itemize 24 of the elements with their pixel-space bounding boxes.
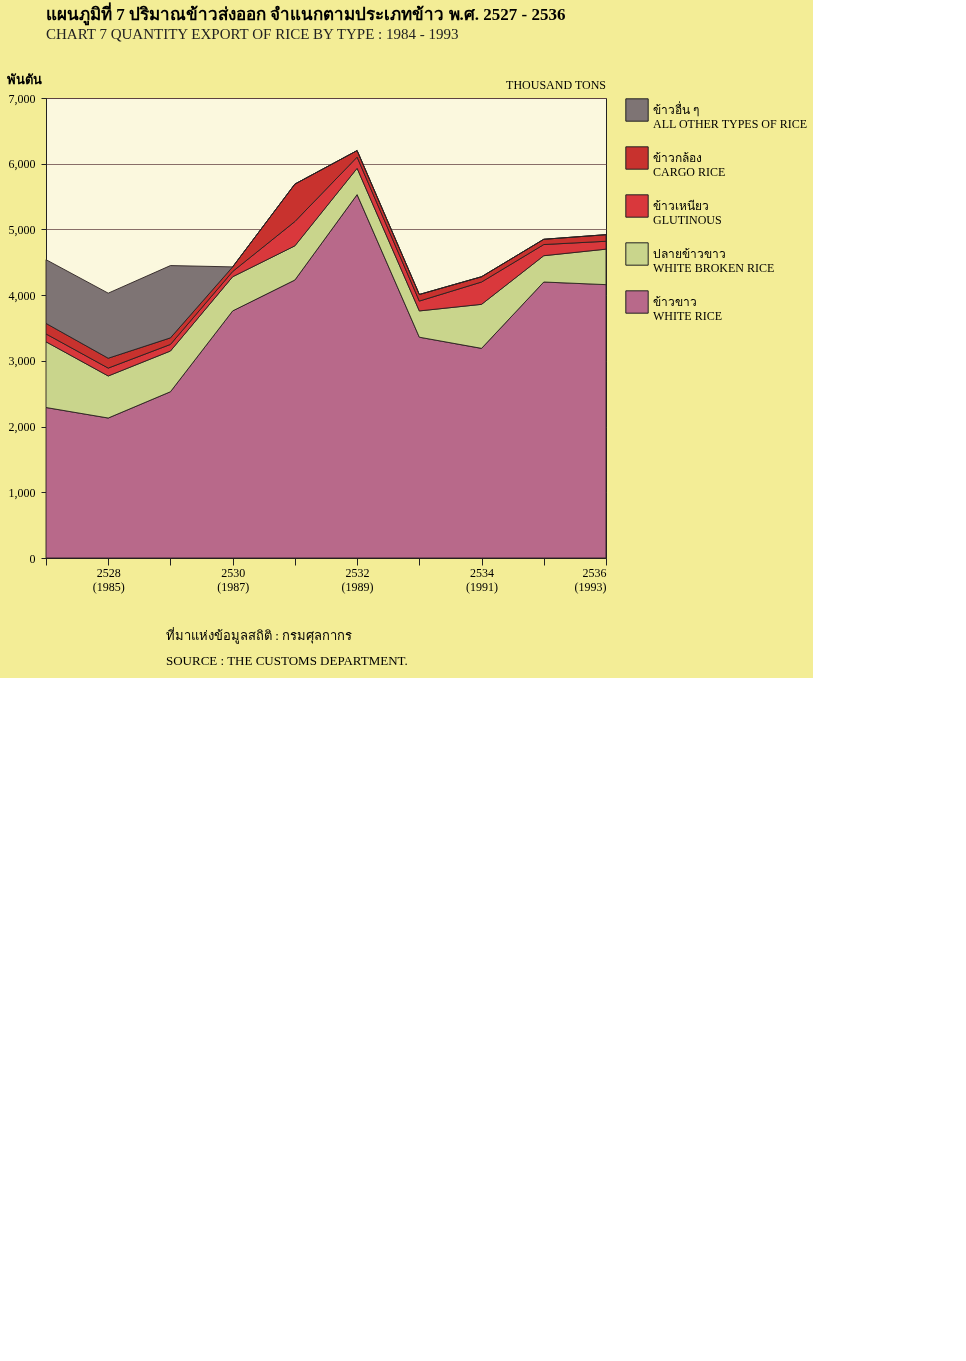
legend-label: ข้าวกล้อง CARGO RICE [653,151,726,179]
x-tick-label: 2530 (1987) [217,565,250,594]
text: ที่มาแห่งข้อมูลสถิติ : กรมศุลกากร [166,626,353,644]
y-tick-label: 6,000 [8,157,36,172]
x-tick-label: 2534 (1991) [466,565,499,594]
legend-label: ปลายข้าวขาว WHITE BROKEN RICE [653,247,775,275]
y-tick-label: 0 [29,551,36,566]
y-tick-label: 7,000 [8,91,36,106]
y-tick-label: 1,000 [8,485,36,500]
y-tick-label: 4,000 [8,288,36,303]
legend-label: ข้าวเหนียว GLUTINOUS [653,199,722,227]
y-tick-label: 2,000 [8,420,36,435]
chart-title: แผนภูมิที่ 7 ปริมาณข้าวส่งออก จำแนกตามประเภทข้าว พ.ศ. 2527 - 2536 [46,2,566,26]
source-note: SOURCE : THE CUSTOMS DEPARTMENT. [166,652,408,668]
text: THOUSAND TONS [506,78,606,92]
legend-label: ข้าวขาว WHITE RICE [653,295,722,323]
y-axis-title: พันตัน [6,71,42,87]
y-tick-label: 3,000 [8,354,36,369]
x-tick-label: 2536 (1993) [574,565,607,594]
y-tick-label: 5,000 [8,222,36,237]
legend-label: ข้าวอื่น ๆ ALL OTHER TYPES OF RICE [653,101,808,131]
chart-subtitle: CHART 7 QUANTITY EXPORT OF RICE BY TYPE : 1984 - 1993 [46,26,459,42]
x-tick-label: 2532 (1989) [341,565,374,594]
x-tick-label: 2528 (1985) [92,565,125,594]
